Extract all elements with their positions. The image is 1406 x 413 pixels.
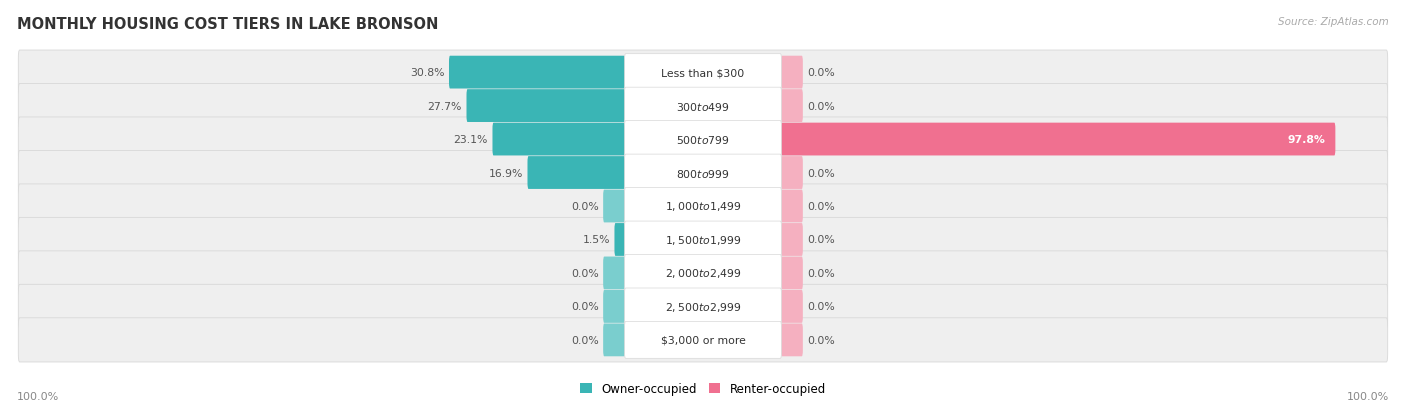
FancyBboxPatch shape bbox=[782, 57, 803, 89]
FancyBboxPatch shape bbox=[624, 88, 782, 125]
Text: 30.8%: 30.8% bbox=[411, 68, 444, 78]
FancyBboxPatch shape bbox=[782, 324, 803, 356]
Text: $2,000 to $2,499: $2,000 to $2,499 bbox=[665, 267, 741, 280]
Text: 0.0%: 0.0% bbox=[571, 268, 599, 278]
FancyBboxPatch shape bbox=[624, 121, 782, 158]
FancyBboxPatch shape bbox=[18, 285, 1388, 329]
FancyBboxPatch shape bbox=[18, 218, 1388, 262]
FancyBboxPatch shape bbox=[624, 188, 782, 225]
FancyBboxPatch shape bbox=[603, 324, 624, 356]
Text: 0.0%: 0.0% bbox=[571, 335, 599, 345]
FancyBboxPatch shape bbox=[782, 223, 803, 256]
Text: 27.7%: 27.7% bbox=[427, 101, 461, 112]
FancyBboxPatch shape bbox=[18, 185, 1388, 228]
Text: 0.0%: 0.0% bbox=[571, 202, 599, 211]
FancyBboxPatch shape bbox=[782, 290, 803, 323]
Text: 16.9%: 16.9% bbox=[488, 168, 523, 178]
Text: 1.5%: 1.5% bbox=[582, 235, 610, 245]
FancyBboxPatch shape bbox=[18, 151, 1388, 195]
FancyBboxPatch shape bbox=[18, 251, 1388, 295]
FancyBboxPatch shape bbox=[449, 57, 624, 89]
FancyBboxPatch shape bbox=[624, 155, 782, 192]
Text: 0.0%: 0.0% bbox=[807, 235, 835, 245]
FancyBboxPatch shape bbox=[467, 90, 624, 123]
FancyBboxPatch shape bbox=[624, 288, 782, 325]
FancyBboxPatch shape bbox=[18, 118, 1388, 162]
Text: $1,500 to $1,999: $1,500 to $1,999 bbox=[665, 233, 741, 247]
FancyBboxPatch shape bbox=[782, 257, 803, 290]
FancyBboxPatch shape bbox=[782, 90, 803, 123]
FancyBboxPatch shape bbox=[603, 190, 624, 223]
FancyBboxPatch shape bbox=[614, 223, 624, 256]
FancyBboxPatch shape bbox=[624, 221, 782, 258]
FancyBboxPatch shape bbox=[624, 322, 782, 358]
FancyBboxPatch shape bbox=[782, 123, 1336, 156]
Text: 0.0%: 0.0% bbox=[571, 301, 599, 312]
Text: $800 to $999: $800 to $999 bbox=[676, 167, 730, 179]
FancyBboxPatch shape bbox=[603, 257, 624, 290]
FancyBboxPatch shape bbox=[492, 123, 624, 156]
FancyBboxPatch shape bbox=[527, 157, 624, 190]
FancyBboxPatch shape bbox=[624, 255, 782, 292]
Text: MONTHLY HOUSING COST TIERS IN LAKE BRONSON: MONTHLY HOUSING COST TIERS IN LAKE BRONS… bbox=[17, 17, 439, 31]
Legend: Owner-occupied, Renter-occupied: Owner-occupied, Renter-occupied bbox=[579, 382, 827, 395]
Text: 97.8%: 97.8% bbox=[1288, 135, 1326, 145]
Text: $1,000 to $1,499: $1,000 to $1,499 bbox=[665, 200, 741, 213]
Text: $2,500 to $2,999: $2,500 to $2,999 bbox=[665, 300, 741, 313]
Text: 0.0%: 0.0% bbox=[807, 335, 835, 345]
FancyBboxPatch shape bbox=[624, 55, 782, 91]
FancyBboxPatch shape bbox=[782, 157, 803, 190]
Text: 100.0%: 100.0% bbox=[17, 391, 59, 401]
FancyBboxPatch shape bbox=[18, 318, 1388, 362]
Text: $500 to $799: $500 to $799 bbox=[676, 134, 730, 146]
Text: 0.0%: 0.0% bbox=[807, 301, 835, 312]
Text: $300 to $499: $300 to $499 bbox=[676, 100, 730, 112]
Text: 0.0%: 0.0% bbox=[807, 168, 835, 178]
Text: 0.0%: 0.0% bbox=[807, 101, 835, 112]
FancyBboxPatch shape bbox=[782, 190, 803, 223]
Text: 0.0%: 0.0% bbox=[807, 268, 835, 278]
FancyBboxPatch shape bbox=[603, 290, 624, 323]
Text: 0.0%: 0.0% bbox=[807, 202, 835, 211]
Text: Source: ZipAtlas.com: Source: ZipAtlas.com bbox=[1278, 17, 1389, 26]
Text: 100.0%: 100.0% bbox=[1347, 391, 1389, 401]
Text: 0.0%: 0.0% bbox=[807, 68, 835, 78]
Text: $3,000 or more: $3,000 or more bbox=[661, 335, 745, 345]
FancyBboxPatch shape bbox=[18, 84, 1388, 128]
Text: Less than $300: Less than $300 bbox=[661, 68, 745, 78]
FancyBboxPatch shape bbox=[18, 51, 1388, 95]
Text: 23.1%: 23.1% bbox=[454, 135, 488, 145]
